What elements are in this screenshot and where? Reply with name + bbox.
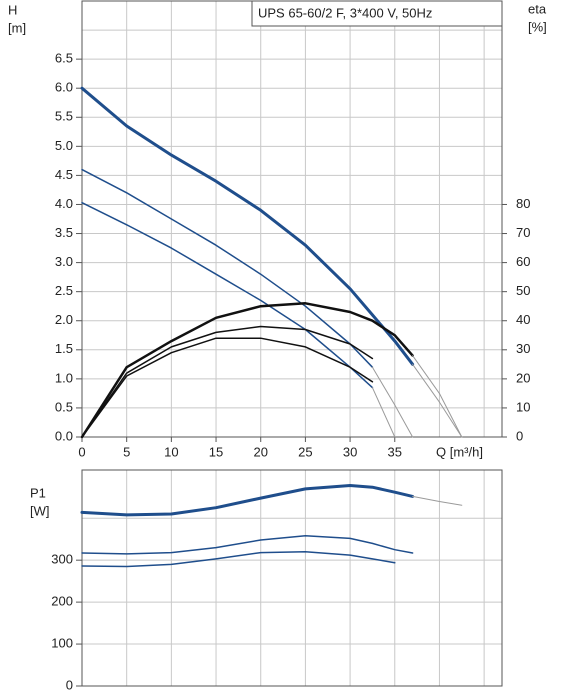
y-tick-label: 1.0: [55, 370, 73, 385]
curve: [81, 535, 414, 555]
y2-tick-label: 0: [516, 428, 523, 443]
x-tick-label: 30: [343, 444, 357, 459]
y-axis-label: [W]: [30, 503, 50, 518]
y-tick-label: 6.5: [55, 51, 73, 66]
y2-tick-label: 30: [516, 341, 530, 356]
curve: [81, 201, 374, 389]
curve: [80, 302, 414, 439]
y-axis-label: H: [8, 2, 17, 17]
curve: [80, 484, 415, 517]
y-tick-label: 4.5: [55, 167, 73, 182]
y-tick-label: 5.0: [55, 138, 73, 153]
y-tick-label: 3.5: [55, 225, 73, 240]
y-tick-label: 0.0: [55, 428, 73, 443]
x-tick-label: 20: [253, 444, 267, 459]
y-tick-label: 5.5: [55, 109, 73, 124]
y2-axis-label: [%]: [528, 19, 547, 34]
curve: [371, 387, 396, 438]
curve: [412, 355, 463, 438]
y2-axis-label: eta: [528, 1, 547, 16]
y-tick-label: 3.0: [55, 254, 73, 269]
y2-tick-label: 80: [516, 196, 530, 211]
y-tick-label: 300: [51, 552, 73, 567]
plot-frame: [81, 469, 503, 687]
y-tick-label: 2.5: [55, 283, 73, 298]
y-tick-label: 6.0: [55, 80, 73, 95]
y2-tick-label: 20: [516, 370, 530, 385]
y-tick-label: 100: [51, 635, 73, 650]
y2-tick-label: 50: [516, 283, 530, 298]
curve: [412, 363, 463, 438]
y2-tick-label: 60: [516, 254, 530, 269]
curve: [81, 325, 374, 438]
x-tick-label: 0: [78, 444, 85, 459]
curve: [81, 168, 374, 368]
x-tick-label: 10: [164, 444, 178, 459]
curve: [412, 495, 463, 506]
y-tick-label: 4.0: [55, 196, 73, 211]
curve: [81, 551, 396, 568]
y2-tick-label: 40: [516, 312, 530, 327]
y2-tick-label: 10: [516, 399, 530, 414]
x-tick-label: 25: [298, 444, 312, 459]
y-tick-label: 200: [51, 594, 73, 609]
y-tick-label: 0: [66, 677, 73, 692]
chart-title: UPS 65-60/2 F, 3*400 V, 50Hz: [258, 5, 432, 20]
y-axis-label: P1: [30, 485, 46, 500]
curve: [371, 366, 414, 438]
y-tick-label: 2.0: [55, 312, 73, 327]
x-axis-label: Q [m³/h]: [436, 444, 483, 459]
curve: [81, 337, 374, 438]
x-tick-label: 35: [388, 444, 402, 459]
y2-tick-label: 70: [516, 225, 530, 240]
title-box: [251, 0, 503, 27]
y-tick-label: 0.5: [55, 399, 73, 414]
x-tick-label: 15: [209, 444, 223, 459]
y-axis-label: [m]: [8, 20, 26, 35]
y-tick-label: 1.5: [55, 341, 73, 356]
x-tick-label: 5: [123, 444, 130, 459]
